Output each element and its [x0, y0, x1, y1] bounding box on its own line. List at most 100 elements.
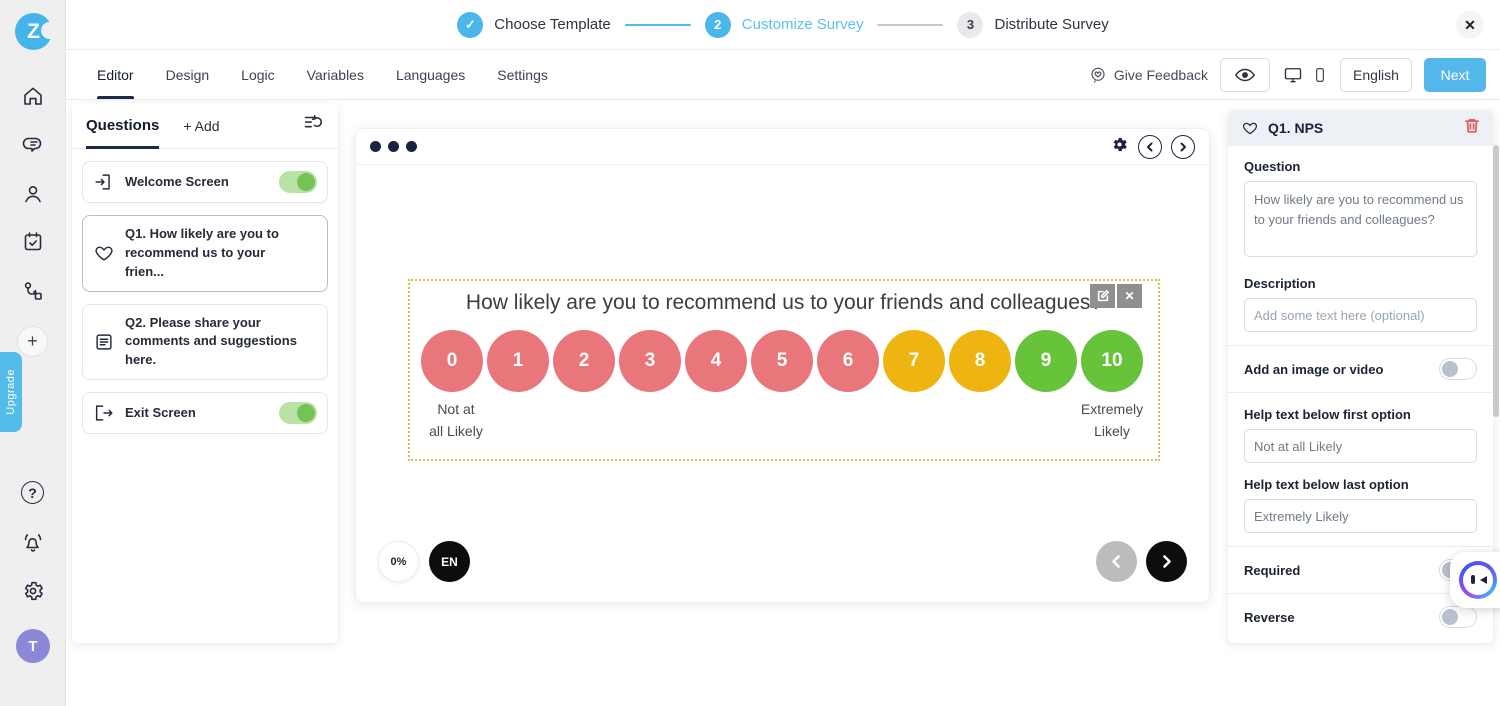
preview-language-badge[interactable]: EN [429, 541, 470, 582]
nps-option-0[interactable]: 0 [421, 330, 483, 392]
reorder-questions-icon[interactable] [302, 112, 324, 139]
scrollbar[interactable] [1493, 145, 1499, 417]
question-item-q2-comments[interactable]: Q2. Please share your comments and sugge… [82, 303, 328, 381]
nps-question-block[interactable]: How likely are you to recommend us to yo… [408, 279, 1160, 461]
language-button[interactable]: English [1340, 57, 1412, 92]
question-settings-panel: Q1. NPS Question How likely are you to r… [1228, 110, 1493, 643]
stepper: ✓ Choose Template 2 Customize Survey 3 D… [457, 11, 1109, 38]
add-icon[interactable]: + [17, 326, 48, 357]
help-last-input[interactable] [1244, 499, 1477, 533]
contacts-icon[interactable] [21, 182, 45, 206]
preview-prev-question-button[interactable] [1138, 134, 1162, 159]
step-label: Choose Template [494, 16, 611, 33]
exit-screen-toggle[interactable] [279, 402, 317, 425]
app-logo-letter: Z [27, 19, 40, 43]
step-distribute-survey[interactable]: 3 Distribute Survey [957, 11, 1109, 38]
tab-settings[interactable]: Settings [497, 66, 548, 83]
text-document-icon [96, 334, 112, 350]
nps-option-1[interactable]: 1 [487, 330, 549, 392]
nps-option-3[interactable]: 3 [619, 330, 681, 392]
upgrade-button[interactable]: Upgrade [0, 352, 22, 432]
questions-list: Welcome Screen Q1. How likely are you to… [72, 149, 338, 446]
divider [1228, 593, 1493, 594]
workflow-icon[interactable] [21, 279, 45, 303]
tab-languages[interactable]: Languages [395, 66, 466, 83]
settings-panel-body: Question How likely are you to recommend… [1228, 146, 1493, 640]
settings-panel-header: Q1. NPS [1228, 110, 1493, 146]
help-icon[interactable]: ? [21, 481, 44, 504]
preview-settings-icon[interactable] [1110, 135, 1129, 159]
divider [1228, 546, 1493, 547]
tab-design[interactable]: Design [165, 66, 210, 83]
enter-door-icon [95, 174, 110, 190]
app-sidebar: Z + Upgrade ? T [0, 0, 66, 706]
close-icon[interactable]: ✕ [1456, 11, 1484, 39]
survey-preview-card: How likely are you to recommend us to yo… [355, 128, 1210, 603]
tab-logic[interactable]: Logic [241, 66, 275, 83]
help-first-label: Help text below first option [1244, 407, 1411, 422]
next-button[interactable]: Next [1424, 57, 1486, 92]
nps-question-title: How likely are you to recommend us to yo… [465, 291, 1103, 314]
question-item-label: Q1. How likely are you to recommend us t… [125, 226, 279, 279]
welcome-screen-toggle[interactable] [279, 171, 317, 193]
question-text-input[interactable]: How likely are you to recommend us to yo… [1244, 181, 1477, 257]
step-choose-template[interactable]: ✓ Choose Template [457, 11, 611, 38]
required-toggle-row: Required [1244, 547, 1477, 593]
preview-eye-button[interactable] [1220, 57, 1270, 92]
description-input[interactable] [1244, 298, 1477, 332]
nps-option-2[interactable]: 2 [553, 330, 615, 392]
app-logo[interactable]: Z [15, 13, 58, 50]
toolbar-right: Give Feedback English Next [1089, 57, 1500, 92]
user-avatar[interactable]: T [16, 629, 50, 663]
settings-icon[interactable] [21, 579, 45, 603]
question-item-welcome-screen[interactable]: Welcome Screen [82, 161, 328, 203]
heart-icon [95, 246, 113, 261]
help-first-input[interactable] [1244, 429, 1477, 463]
nps-option-4[interactable]: 4 [685, 330, 747, 392]
step-label: Customize Survey [741, 16, 864, 33]
question-item-exit-screen[interactable]: Exit Screen [82, 392, 328, 435]
nps-option-10[interactable]: 10 [1081, 330, 1143, 392]
delete-question-icon[interactable] [1464, 117, 1480, 139]
conversations-icon[interactable] [21, 133, 45, 157]
eye-icon [1234, 68, 1256, 81]
edit-question-icon[interactable] [1090, 284, 1115, 308]
notifications-icon[interactable] [21, 530, 45, 554]
question-item-q1-nps[interactable]: Q1. How likely are you to recommend us t… [82, 215, 328, 292]
nps-option-5[interactable]: 5 [751, 330, 813, 392]
surveys-icon[interactable] [21, 230, 45, 254]
tab-editor[interactable]: Editor [81, 50, 150, 99]
home-icon[interactable] [21, 84, 45, 108]
nps-option-9[interactable]: 9 [1015, 330, 1077, 392]
preview-next-question-button[interactable] [1171, 134, 1195, 159]
reverse-toggle[interactable] [1439, 606, 1477, 628]
add-question-button[interactable]: + Add [183, 117, 220, 134]
survey-back-button[interactable] [1096, 541, 1137, 582]
window-dots-icon [370, 141, 417, 152]
nps-option-7[interactable]: 7 [883, 330, 945, 392]
settings-panel-title: Q1. NPS [1268, 120, 1324, 136]
media-toggle-label: Add an image or video [1244, 361, 1384, 377]
step-number: 3 [957, 11, 984, 38]
question-item-label: Welcome Screen [125, 173, 229, 189]
media-toggle[interactable] [1439, 358, 1477, 380]
nps-option-6[interactable]: 6 [817, 330, 879, 392]
plus-glyph: + [27, 331, 38, 351]
remove-question-icon[interactable]: ✕ [1117, 284, 1142, 308]
tab-questions[interactable]: Questions [86, 103, 160, 149]
give-feedback-button[interactable]: Give Feedback [1089, 66, 1208, 84]
survey-forward-button[interactable] [1146, 541, 1187, 582]
tab-variables[interactable]: Variables [306, 66, 364, 83]
step-customize-survey[interactable]: 2 Customize Survey [704, 11, 864, 38]
desktop-icon[interactable] [1282, 65, 1304, 85]
nps-right-anchor-label: Extremely Likely [1080, 401, 1144, 439]
step-connector [877, 23, 944, 26]
nps-option-8[interactable]: 8 [949, 330, 1011, 392]
chatbot-widget[interactable] [1450, 552, 1500, 608]
question-hover-toolbar: ✕ [1090, 284, 1142, 308]
progress-badge: 0% [378, 541, 419, 582]
nps-scale: 0 1 2 3 4 5 6 7 8 9 10 [421, 330, 1143, 392]
mobile-icon[interactable] [1312, 65, 1328, 85]
step-label: Distribute Survey [994, 16, 1109, 33]
